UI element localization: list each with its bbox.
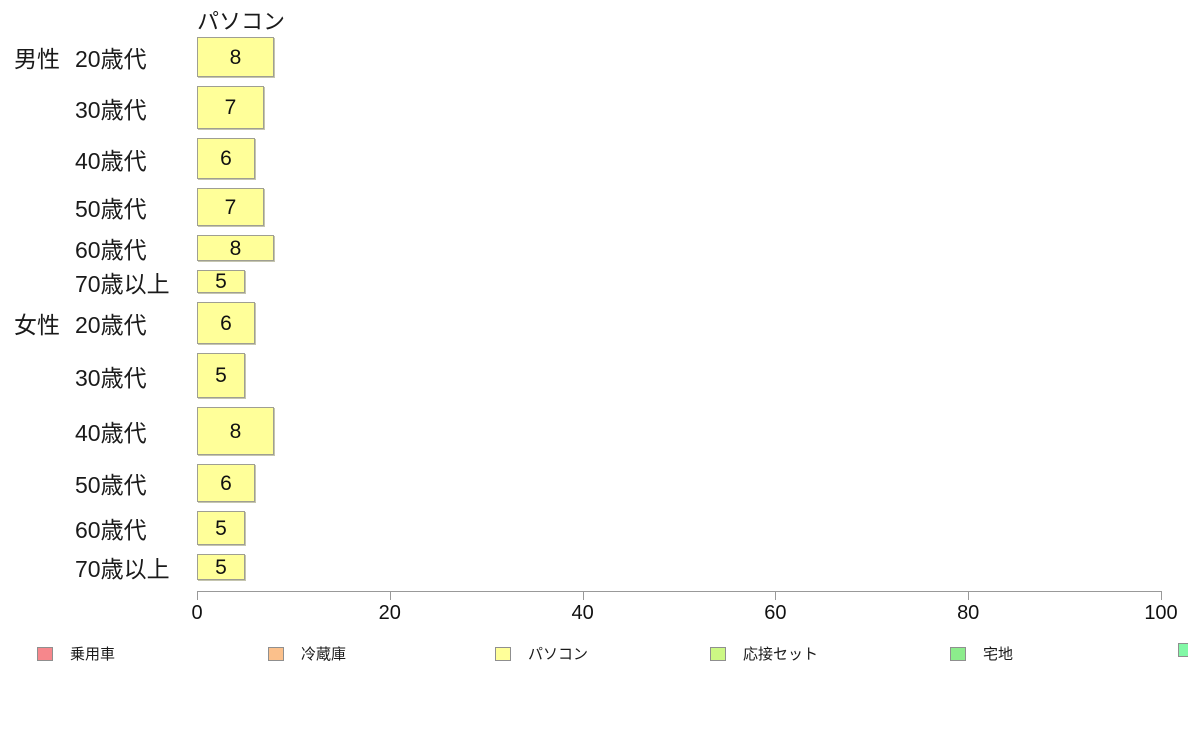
legend-item: 乗用車: [37, 643, 115, 664]
x-axis-line: [197, 591, 1161, 592]
chart-row: 男性 20歳代 8: [0, 37, 1188, 77]
legend-swatch: [495, 647, 511, 661]
row-gender-label: 女性: [14, 306, 60, 340]
chart-row: 70歳以上5: [0, 270, 1188, 293]
row-age-label: 40歳代: [75, 142, 147, 176]
chart-row: 40歳代 6: [0, 138, 1188, 179]
chart-row: 女性 20歳代 6: [0, 302, 1188, 344]
axis-tick-label: 0: [167, 602, 227, 625]
row-age-label: 60歳代: [75, 231, 147, 265]
chart-title: パソコン: [197, 4, 285, 36]
bar-chart: パソコン 男性20歳代830歳代740歳代650歳代760歳代870歳以上5女性…: [0, 0, 1188, 736]
legend-swatch: [268, 647, 284, 661]
bar: 5: [197, 511, 245, 545]
legend-item: [1178, 643, 1188, 657]
axis-tick-label: 100: [1131, 602, 1188, 625]
legend-item: 冷蔵庫: [268, 643, 346, 664]
row-age-label: 20歳代: [75, 40, 147, 74]
bar-value-label: 6: [220, 148, 232, 169]
bar-value-label: 8: [230, 421, 242, 442]
bar-value-label: 5: [215, 365, 227, 386]
bar-value-label: 8: [230, 238, 242, 259]
bar: 8: [197, 407, 274, 455]
legend-label: 冷蔵庫: [301, 643, 346, 664]
bar-value-label: 5: [215, 518, 227, 539]
row-age-label: 50歳代: [75, 190, 147, 224]
legend-item: パソコン: [495, 643, 588, 664]
chart-row: 30歳代 5: [0, 353, 1188, 398]
bar-value-label: 8: [230, 47, 242, 68]
bar-value-label: 6: [220, 313, 232, 334]
row-age-label: 30歳代: [75, 91, 147, 125]
legend-swatch: [710, 647, 726, 661]
axis-tick-label: 20: [360, 602, 420, 625]
bar: 6: [197, 138, 255, 179]
chart-row: 60歳代 5: [0, 511, 1188, 545]
axis-tick: [775, 591, 776, 600]
bar-value-label: 5: [215, 557, 227, 578]
row-age-label: 70歳以上: [75, 265, 170, 299]
axis-tick-label: 60: [745, 602, 805, 625]
bar: 5: [197, 270, 245, 293]
bar: 5: [197, 353, 245, 398]
bar: 8: [197, 37, 274, 77]
legend-swatch: [950, 647, 966, 661]
chart-row: 50歳代 6: [0, 464, 1188, 502]
chart-row: 30歳代 7: [0, 86, 1188, 129]
row-age-label: 30歳代: [75, 359, 147, 393]
legend-item: 宅地: [950, 643, 1013, 664]
axis-tick-label: 80: [938, 602, 998, 625]
axis-tick: [390, 591, 391, 600]
bar-value-label: 7: [225, 97, 237, 118]
legend-swatch: [37, 647, 53, 661]
chart-row: 40歳代 8: [0, 407, 1188, 455]
bar: 7: [197, 188, 264, 226]
legend-label: 宅地: [983, 643, 1013, 664]
bar: 7: [197, 86, 264, 129]
bar: 8: [197, 235, 274, 261]
chart-row: 50歳代 7: [0, 188, 1188, 226]
bar-value-label: 6: [220, 473, 232, 494]
row-gender-label: 男性: [14, 40, 60, 74]
axis-tick: [968, 591, 969, 600]
bar: 6: [197, 464, 255, 502]
row-age-label: 40歳代: [75, 414, 147, 448]
row-age-label: 60歳代: [75, 511, 147, 545]
chart-row: 70歳以上5: [0, 554, 1188, 580]
bar: 6: [197, 302, 255, 344]
axis-tick: [1161, 591, 1162, 600]
row-age-label: 50歳代: [75, 466, 147, 500]
row-age-label: 20歳代: [75, 306, 147, 340]
row-age-label: 70歳以上: [75, 550, 170, 584]
axis-tick-label: 40: [553, 602, 613, 625]
bar-value-label: 5: [215, 271, 227, 292]
bar: 5: [197, 554, 245, 580]
axis-tick: [583, 591, 584, 600]
chart-row: 60歳代8: [0, 235, 1188, 261]
legend-swatch: [1178, 643, 1188, 657]
legend-item: 応接セット: [710, 643, 818, 664]
legend-label: パソコン: [528, 643, 588, 664]
legend-label: 乗用車: [70, 643, 115, 664]
legend-label: 応接セット: [743, 643, 818, 664]
bar-value-label: 7: [225, 197, 237, 218]
axis-tick: [197, 591, 198, 600]
